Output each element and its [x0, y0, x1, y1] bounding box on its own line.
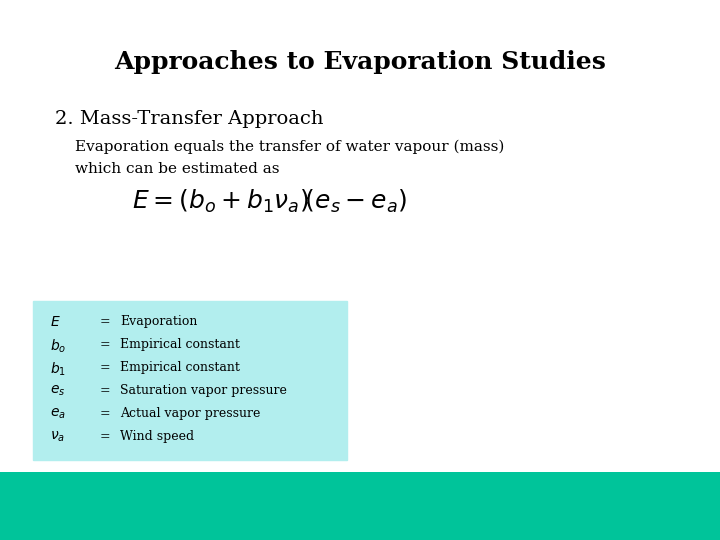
Text: =: =	[100, 430, 111, 443]
Text: Approaches to Evaporation Studies: Approaches to Evaporation Studies	[114, 50, 606, 74]
Text: =: =	[100, 338, 111, 351]
Text: Evaporation: Evaporation	[120, 315, 197, 328]
Text: Actual vapor pressure: Actual vapor pressure	[120, 407, 261, 420]
Text: Saturation vapor pressure: Saturation vapor pressure	[120, 384, 287, 397]
Text: $E = \left(b_o + b_1\nu_a \right)\!\left(e_s - e_a \right)$: $E = \left(b_o + b_1\nu_a \right)\!\left…	[132, 188, 408, 215]
Text: Empirical constant: Empirical constant	[120, 361, 240, 374]
Text: Evaporation equals the transfer of water vapour (mass): Evaporation equals the transfer of water…	[75, 140, 505, 154]
Text: 2. Mass-Transfer Approach: 2. Mass-Transfer Approach	[55, 110, 323, 128]
Text: Empirical constant: Empirical constant	[120, 338, 240, 351]
Text: $\nu_a$: $\nu_a$	[50, 430, 65, 444]
Text: $e_a$: $e_a$	[50, 407, 66, 421]
Text: which can be estimated as: which can be estimated as	[75, 162, 279, 176]
Text: $e_s$: $e_s$	[50, 384, 66, 399]
Text: $E$: $E$	[50, 315, 60, 329]
Text: =: =	[100, 384, 111, 397]
Text: =: =	[100, 361, 111, 374]
Text: $b_o$: $b_o$	[50, 338, 66, 355]
Text: Wind speed: Wind speed	[120, 430, 194, 443]
Text: $b_1$: $b_1$	[50, 361, 66, 379]
Text: =: =	[100, 407, 111, 420]
Text: =: =	[100, 315, 111, 328]
FancyBboxPatch shape	[33, 301, 347, 460]
Bar	[0, 472, 720, 540]
